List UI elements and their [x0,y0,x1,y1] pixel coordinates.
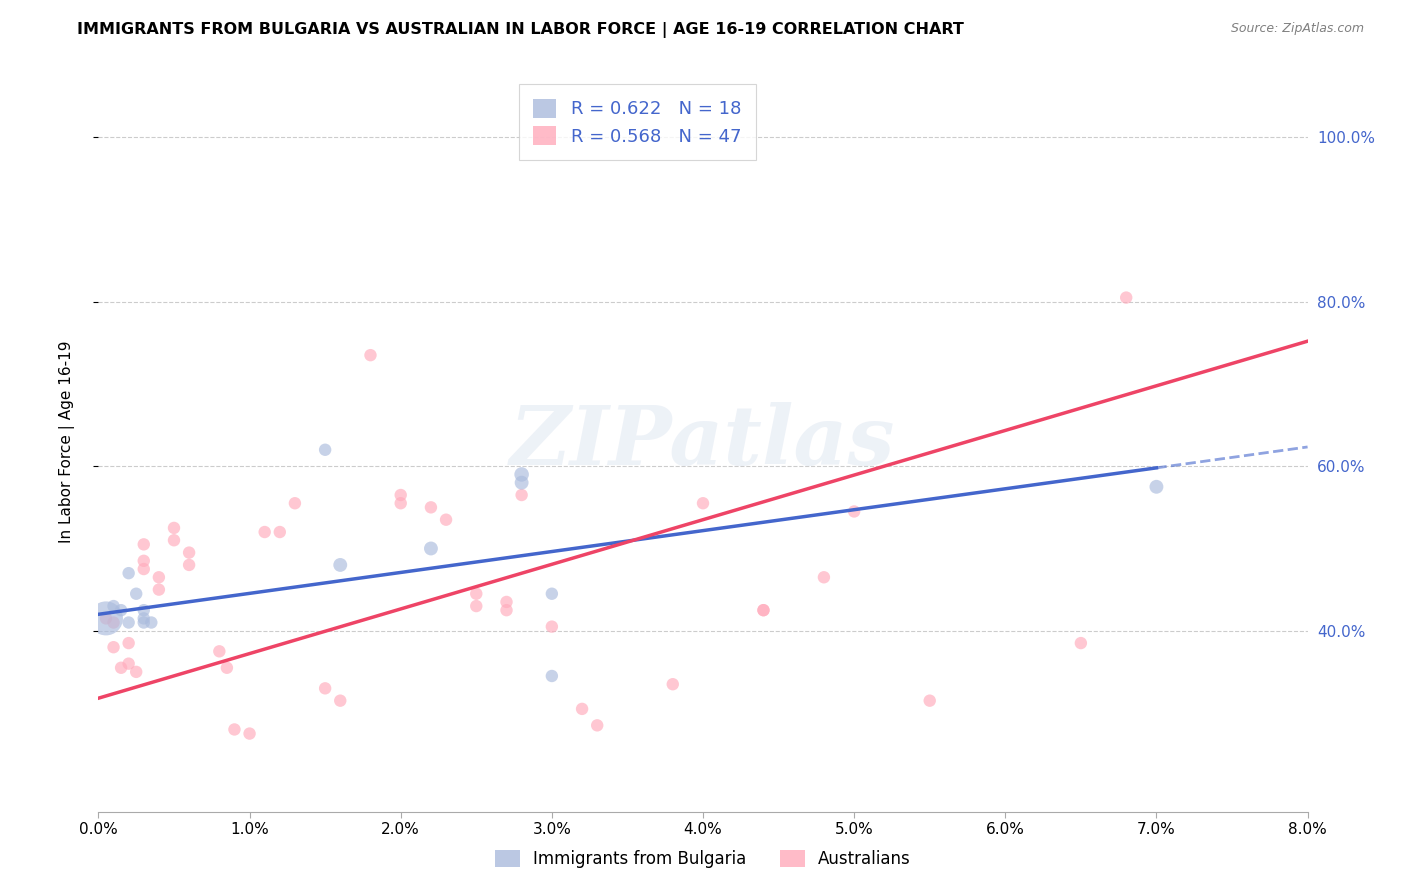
Point [118,636,141,650]
Point [1146,480,1168,494]
Point [163,521,186,535]
Point [132,562,155,576]
Point [148,582,170,597]
Point [269,524,291,539]
Point [329,558,352,572]
Point [125,587,148,601]
Point [239,726,262,740]
Point [692,496,714,510]
Point [179,546,201,560]
Point [510,467,533,482]
Point [510,475,533,490]
Point [389,488,412,502]
Point [224,723,246,737]
Point [103,640,125,655]
Point [360,348,382,362]
Point [94,611,117,625]
Point [284,496,307,510]
Point [389,496,412,510]
Point [103,599,125,613]
Point [752,603,775,617]
Point [148,570,170,584]
Legend: Immigrants from Bulgaria, Australians: Immigrants from Bulgaria, Australians [488,843,918,875]
Point [163,533,186,548]
Point [314,681,336,696]
Point [420,541,443,556]
Point [94,611,117,625]
Point [540,619,562,633]
Point [1115,291,1137,305]
Point [118,566,141,581]
Point [125,665,148,679]
Point [110,661,132,675]
Point [132,603,155,617]
Point [132,537,155,551]
Point [314,442,336,457]
Point [132,611,155,625]
Point [1070,636,1092,650]
Point [141,615,163,630]
Point [540,669,562,683]
Point [253,524,276,539]
Point [179,558,201,572]
Point [132,615,155,630]
Legend: R = 0.622   N = 18, R = 0.568   N = 47: R = 0.622 N = 18, R = 0.568 N = 47 [519,84,756,160]
Point [434,513,457,527]
Point [661,677,683,691]
Point [110,603,132,617]
Text: Source: ZipAtlas.com: Source: ZipAtlas.com [1230,22,1364,36]
Point [813,570,835,584]
Text: ZIPatlas: ZIPatlas [510,401,896,482]
Point [571,702,593,716]
Point [586,718,609,732]
Point [495,603,517,617]
Point [540,587,562,601]
Point [844,504,866,518]
Point [118,657,141,671]
Point [329,694,352,708]
Point [918,694,941,708]
Point [465,599,488,613]
Point [495,595,517,609]
Point [510,488,533,502]
Point [132,554,155,568]
Text: IMMIGRANTS FROM BULGARIA VS AUSTRALIAN IN LABOR FORCE | AGE 16-19 CORRELATION CH: IMMIGRANTS FROM BULGARIA VS AUSTRALIAN I… [77,22,965,38]
Point [208,644,231,658]
Y-axis label: In Labor Force | Age 16-19: In Labor Force | Age 16-19 [59,340,75,543]
Point [118,615,141,630]
Point [420,500,443,515]
Point [215,661,238,675]
Point [103,615,125,630]
Point [465,587,488,601]
Point [752,603,775,617]
